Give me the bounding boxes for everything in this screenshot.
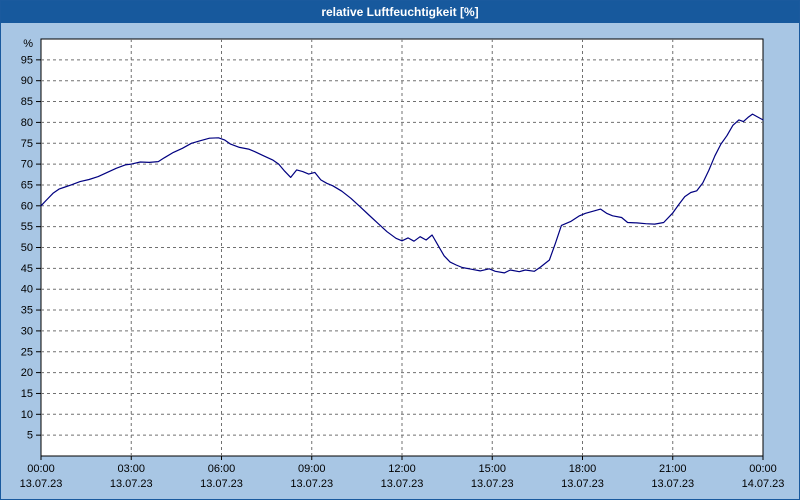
humidity-line	[40, 113, 764, 274]
y-tick-label: 40	[21, 284, 33, 296]
x-tick-date-label: 14.07.23	[742, 478, 785, 490]
y-tick-label: 65	[21, 179, 33, 191]
y-tick-label: 20	[21, 367, 33, 379]
x-tick-time-label: 09:00	[298, 463, 326, 475]
x-tick-time-label: 00:00	[27, 463, 55, 475]
y-tick-label: 70	[21, 159, 33, 171]
y-tick-label: 5	[27, 430, 33, 442]
y-tick-label: 85	[21, 96, 33, 108]
y-tick-label: 50	[21, 242, 33, 254]
chart-area: 5 10 15 20 25 30 35 40 45 50 55 60 65 70 75 80 85 90 95% 00…	[1, 23, 799, 499]
y-tick-label: 90	[21, 75, 33, 87]
x-tick-time-label: 03:00	[117, 463, 145, 475]
x-tick-date-label: 13.07.23	[20, 478, 63, 490]
humidity-chart-svg: 5 10 15 20 25 30 35 40 45 50 55 60 65 70 75 80 85 90 95% 00…	[20, 38, 785, 490]
x-tick-time-label: 18:00	[569, 463, 597, 475]
x-tick-date-label: 13.07.23	[471, 478, 514, 490]
y-tick-label: 95	[21, 54, 33, 66]
title-bar: relative Luftfeuchtigkeit [%]	[1, 1, 799, 23]
x-tick-date-label: 13.07.23	[381, 478, 424, 490]
y-tick-label: 25	[21, 346, 33, 358]
x-tick-time-label: 15:00	[478, 463, 506, 475]
y-tick-label: 75	[21, 138, 33, 150]
x-tick-date-label: 13.07.23	[200, 478, 243, 490]
y-tick-label: 15	[21, 388, 33, 400]
grid-lines	[41, 39, 763, 456]
x-tick-date-label: 13.07.23	[561, 478, 604, 490]
x-tick-time-label: 06:00	[208, 463, 236, 475]
y-tick-label: 35	[21, 305, 33, 317]
y-tick-label: 30	[21, 325, 33, 337]
y-tick-label: 80	[21, 117, 33, 129]
y-axis-labels: 5 10 15 20 25 30 35 40 45 50 55 60 65 70 75 80 85 90 95%	[21, 38, 41, 442]
x-tick-date-label: 13.07.23	[290, 478, 333, 490]
y-tick-label: 60	[21, 200, 33, 212]
y-tick-label: 55	[21, 221, 33, 233]
x-tick-time-label: 12:00	[388, 463, 416, 475]
y-axis-unit-label: %	[23, 38, 33, 50]
x-axis-labels: 00:00 13.07.23 03:00 13.07.23 06:00 13.07.23 0…	[20, 456, 785, 490]
x-tick-time-label: 21:00	[659, 463, 687, 475]
y-tick-label: 10	[21, 409, 33, 421]
x-tick-time-label: 00:00	[749, 463, 777, 475]
x-tick-date-label: 13.07.23	[110, 478, 153, 490]
window-title: relative Luftfeuchtigkeit [%]	[321, 5, 479, 19]
x-tick-date-label: 13.07.23	[651, 478, 694, 490]
y-tick-label: 45	[21, 263, 33, 275]
